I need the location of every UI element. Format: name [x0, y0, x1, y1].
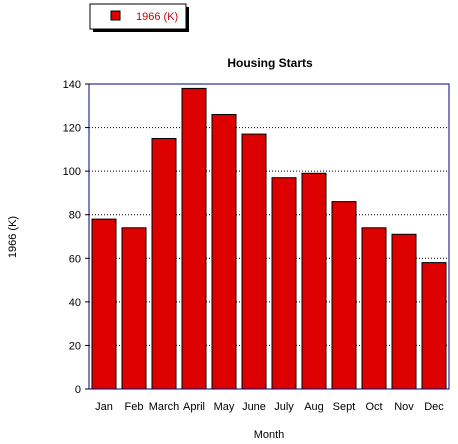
- x-tick-label: Dec: [424, 401, 444, 413]
- bar-may: [211, 114, 237, 390]
- bar-aug: [301, 172, 327, 390]
- x-tick-label: Feb: [125, 401, 144, 413]
- chart-title: Housing Starts: [227, 56, 313, 70]
- plot-area: 0 20 40 60 80 100 120 140 Jan Feb March April May Jun…: [63, 79, 450, 413]
- bar-july: [271, 177, 297, 390]
- legend: 1966 (K): [89, 3, 189, 32]
- bar-sept: [331, 201, 357, 390]
- bar-april: [181, 87, 207, 390]
- legend-swatch: [110, 10, 121, 21]
- bar-nov: [391, 233, 417, 390]
- bar-feb: [121, 227, 147, 390]
- bar-dec: [421, 262, 447, 390]
- x-tick-label: April: [183, 401, 205, 413]
- x-tick-label: Oct: [365, 401, 382, 413]
- y-tick-label: 0: [75, 384, 81, 396]
- x-tick-label: June: [242, 401, 266, 413]
- y-tick-label: 140: [63, 79, 81, 91]
- y-tick-label: 100: [63, 166, 81, 178]
- x-tick-label: Aug: [304, 401, 324, 413]
- x-tick-label: Jan: [95, 401, 113, 413]
- bar-march: [151, 138, 177, 390]
- y-tick-label: 40: [69, 297, 81, 309]
- y-axis-label: 1966 (K): [7, 216, 19, 258]
- x-tick-label: Nov: [394, 401, 414, 413]
- y-tick-label: 20: [69, 340, 81, 352]
- y-tick-label: 60: [69, 253, 81, 265]
- x-tick-label: Sept: [333, 401, 356, 413]
- x-axis-label: Month: [254, 429, 285, 441]
- bar-jan: [91, 218, 117, 390]
- y-tick-label: 80: [69, 210, 81, 222]
- legend-box: [89, 3, 187, 30]
- legend-label: 1966 (K): [136, 11, 178, 23]
- bar-oct: [361, 227, 387, 390]
- x-tick-label: May: [214, 401, 235, 413]
- x-tick-label: July: [274, 401, 294, 413]
- bar-june: [241, 133, 267, 390]
- plot-frame: [88, 83, 450, 390]
- y-tick-label: 120: [63, 123, 81, 135]
- x-tick-label: March: [149, 401, 180, 413]
